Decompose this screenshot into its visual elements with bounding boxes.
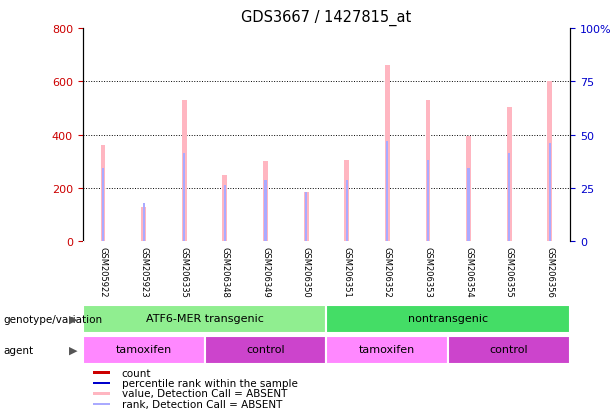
Text: ▶: ▶	[69, 314, 78, 324]
Title: GDS3667 / 1427815_at: GDS3667 / 1427815_at	[242, 10, 411, 26]
Bar	[385, 66, 390, 242]
Bar	[346, 181, 348, 242]
Text: agent: agent	[3, 345, 33, 355]
Text: GSM206348: GSM206348	[221, 247, 229, 297]
Text: GSM206353: GSM206353	[424, 247, 432, 297]
Bar	[386, 142, 389, 242]
Text: ATF6-MER transgenic: ATF6-MER transgenic	[146, 313, 264, 323]
Text: GSM206335: GSM206335	[180, 247, 189, 297]
Bar	[93, 382, 110, 385]
Bar	[549, 143, 551, 242]
Bar	[141, 207, 146, 242]
Bar	[547, 82, 552, 242]
Bar	[508, 154, 510, 242]
Bar	[93, 403, 110, 406]
Text: tamoxifen: tamoxifen	[115, 344, 172, 354]
Bar	[466, 137, 471, 242]
Bar	[182, 101, 187, 242]
Text: genotype/variation: genotype/variation	[3, 314, 102, 324]
Text: value, Detection Call = ABSENT: value, Detection Call = ABSENT	[122, 389, 287, 399]
Text: control: control	[246, 344, 285, 354]
Bar	[507, 107, 512, 242]
Bar	[263, 162, 268, 242]
Text: percentile rank within the sample: percentile rank within the sample	[122, 378, 298, 388]
Bar	[93, 371, 110, 374]
Bar	[327, 336, 448, 364]
Bar	[83, 305, 327, 333]
Text: GSM206355: GSM206355	[504, 247, 514, 297]
Bar	[101, 146, 105, 242]
Bar	[83, 336, 205, 364]
Bar	[468, 169, 470, 242]
Bar	[223, 175, 227, 242]
Text: tamoxifen: tamoxifen	[359, 344, 416, 354]
Text: count: count	[122, 368, 151, 377]
Text: GSM206350: GSM206350	[302, 247, 311, 297]
Bar	[345, 161, 349, 242]
Bar	[143, 203, 145, 242]
Text: GSM206354: GSM206354	[464, 247, 473, 297]
Bar	[327, 305, 570, 333]
Text: ▶: ▶	[69, 345, 78, 355]
Bar	[303, 192, 308, 242]
Text: nontransgenic: nontransgenic	[408, 313, 489, 323]
Bar	[427, 161, 429, 242]
Bar	[264, 180, 267, 242]
Bar	[425, 101, 430, 242]
Text: GSM206352: GSM206352	[383, 247, 392, 297]
Text: GSM206356: GSM206356	[546, 247, 554, 297]
Text: GSM205922: GSM205922	[99, 247, 107, 297]
Text: control: control	[490, 344, 528, 354]
Bar	[448, 336, 570, 364]
Bar	[102, 169, 104, 242]
Text: GSM206349: GSM206349	[261, 247, 270, 297]
Bar	[205, 336, 327, 364]
Text: rank, Detection Call = ABSENT: rank, Detection Call = ABSENT	[122, 399, 282, 409]
Bar	[224, 186, 226, 242]
Text: GSM206351: GSM206351	[342, 247, 351, 297]
Bar	[305, 192, 307, 242]
Text: GSM205923: GSM205923	[139, 247, 148, 297]
Bar	[183, 154, 185, 242]
Bar	[93, 392, 110, 395]
